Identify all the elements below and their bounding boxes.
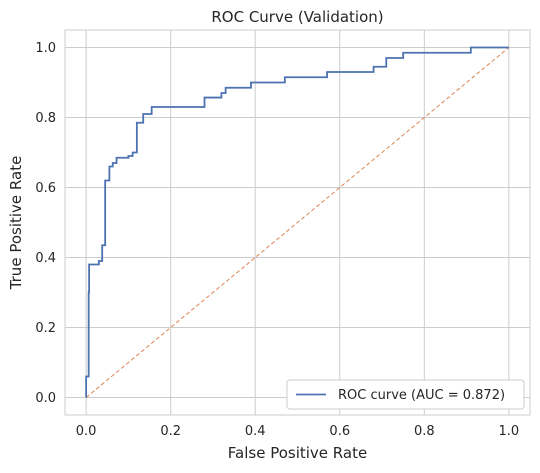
- legend: ROC curve (AUC = 0.872): [286, 379, 525, 410]
- y-tick-label: 0.6: [35, 181, 56, 196]
- y-tick-label: 0.2: [35, 321, 56, 336]
- x-tick-labels: 0.0 0.2 0.4 0.6 0.8 1.0: [76, 424, 519, 439]
- y-tick-label: 1.0: [35, 41, 56, 56]
- y-tick-label: 0.4: [35, 251, 56, 266]
- y-tick-label: 0.8: [35, 111, 56, 126]
- legend-label-roc: ROC curve (AUC = 0.872): [338, 388, 505, 403]
- roc-curve-line: [85, 46, 509, 398]
- y-tick-labels: 0.0 0.2 0.4 0.6 0.8 1.0: [35, 41, 56, 406]
- x-tick-label: 0.4: [245, 424, 266, 439]
- roc-curve-layer: [85, 46, 509, 398]
- x-tick-label: 0.8: [414, 424, 435, 439]
- chance-line-layer: [85, 47, 510, 398]
- x-tick-label: 0.6: [329, 424, 350, 439]
- plot-frame: [64, 29, 531, 416]
- y-axis-label: True Positive Rate: [7, 156, 25, 291]
- legend-box: [286, 379, 525, 410]
- chart-title: ROC Curve (Validation): [211, 8, 383, 26]
- x-axis-label: False Positive Rate: [228, 444, 367, 462]
- x-tick-label: 1.0: [499, 424, 520, 439]
- x-tick-label: 0.0: [76, 424, 97, 439]
- y-tick-label: 0.0: [35, 391, 56, 406]
- x-tick-label: 0.2: [160, 424, 181, 439]
- chance-diagonal-line: [85, 47, 510, 398]
